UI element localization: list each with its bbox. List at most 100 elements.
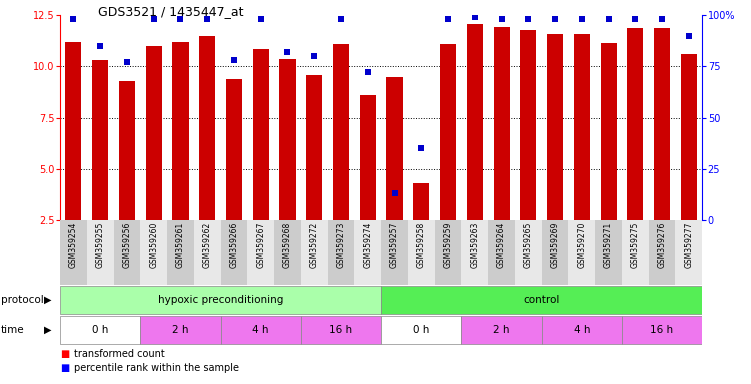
Text: GSM359262: GSM359262 [203, 222, 212, 268]
Bar [515, 220, 541, 285]
Bar [221, 316, 301, 344]
Text: 4 h: 4 h [252, 325, 269, 335]
Bar [247, 220, 274, 285]
Point [522, 16, 534, 22]
Text: protocol: protocol [1, 295, 44, 305]
Text: GSM359260: GSM359260 [149, 222, 158, 268]
Text: 0 h: 0 h [413, 325, 430, 335]
Bar [547, 35, 563, 220]
Bar [596, 220, 622, 285]
Bar [574, 35, 590, 220]
Bar [622, 220, 649, 285]
Text: 2 h: 2 h [493, 325, 510, 335]
Bar [461, 220, 488, 285]
Bar [382, 220, 408, 285]
Text: 16 h: 16 h [330, 325, 352, 335]
Text: GSM359270: GSM359270 [578, 222, 587, 268]
Bar [622, 316, 702, 344]
Text: 16 h: 16 h [650, 325, 674, 335]
Bar [92, 60, 108, 220]
Bar [649, 220, 675, 285]
Text: GSM359267: GSM359267 [256, 222, 265, 268]
Text: 2 h: 2 h [172, 325, 189, 335]
Text: GSM359261: GSM359261 [176, 222, 185, 268]
Text: GSM359254: GSM359254 [69, 222, 78, 268]
Bar [301, 316, 382, 344]
Text: GSM359274: GSM359274 [363, 222, 372, 268]
Text: GSM359276: GSM359276 [658, 222, 667, 268]
Point [442, 16, 454, 22]
Point [656, 16, 668, 22]
Point [683, 32, 695, 38]
Bar [408, 220, 435, 285]
Bar [301, 220, 327, 285]
Bar [199, 35, 216, 220]
Bar [140, 220, 167, 285]
Text: ▶: ▶ [44, 295, 52, 305]
Text: GSM359271: GSM359271 [604, 222, 613, 268]
Bar [306, 76, 322, 220]
Bar [167, 220, 194, 285]
Bar [681, 54, 697, 220]
Text: GSM359273: GSM359273 [336, 222, 345, 268]
Bar [627, 28, 644, 220]
Point [68, 16, 80, 22]
Bar [327, 220, 354, 285]
Bar [435, 220, 461, 285]
Text: 4 h: 4 h [574, 325, 590, 335]
Point [362, 70, 374, 76]
Point [415, 145, 427, 151]
Bar [382, 286, 702, 314]
Point [602, 16, 614, 22]
Point [174, 16, 186, 22]
Bar [221, 220, 247, 285]
Text: ▶: ▶ [44, 325, 52, 335]
Text: control: control [523, 295, 559, 305]
Text: GSM359272: GSM359272 [309, 222, 318, 268]
Bar [541, 220, 569, 285]
Bar [279, 59, 296, 220]
Bar [440, 44, 456, 220]
Text: GSM359277: GSM359277 [684, 222, 693, 268]
Point [335, 16, 347, 22]
Text: GSM359268: GSM359268 [283, 222, 292, 268]
Bar [461, 316, 541, 344]
Text: GSM359265: GSM359265 [523, 222, 532, 268]
Text: GSM359256: GSM359256 [122, 222, 131, 268]
Bar [541, 316, 622, 344]
Text: time: time [1, 325, 24, 335]
Text: transformed count: transformed count [74, 349, 164, 359]
Bar [146, 46, 161, 220]
Point [496, 16, 508, 22]
Text: 0 h: 0 h [92, 325, 108, 335]
Bar [675, 220, 702, 285]
Text: ■: ■ [60, 349, 69, 359]
Bar [520, 30, 536, 220]
Text: GSM359264: GSM359264 [497, 222, 506, 268]
Bar [60, 316, 140, 344]
Bar [274, 220, 301, 285]
Text: GSM359266: GSM359266 [230, 222, 239, 268]
Bar [413, 183, 430, 220]
Text: GSM359257: GSM359257 [390, 222, 399, 268]
Bar [601, 43, 617, 220]
Point [576, 16, 588, 22]
Bar [87, 220, 113, 285]
Bar [113, 220, 140, 285]
Text: GSM359255: GSM359255 [95, 222, 104, 268]
Bar [467, 24, 483, 220]
Text: ■: ■ [60, 363, 69, 373]
Bar [354, 220, 381, 285]
Bar [173, 41, 189, 220]
Bar [65, 41, 81, 220]
Point [201, 16, 213, 22]
Bar [488, 220, 515, 285]
Bar [333, 44, 349, 220]
Point [629, 16, 641, 22]
Bar [252, 49, 269, 220]
Bar [493, 27, 509, 220]
Point [308, 53, 320, 59]
Text: GDS3521 / 1435447_at: GDS3521 / 1435447_at [98, 5, 243, 18]
Point [94, 43, 106, 49]
Text: GSM359259: GSM359259 [444, 222, 453, 268]
